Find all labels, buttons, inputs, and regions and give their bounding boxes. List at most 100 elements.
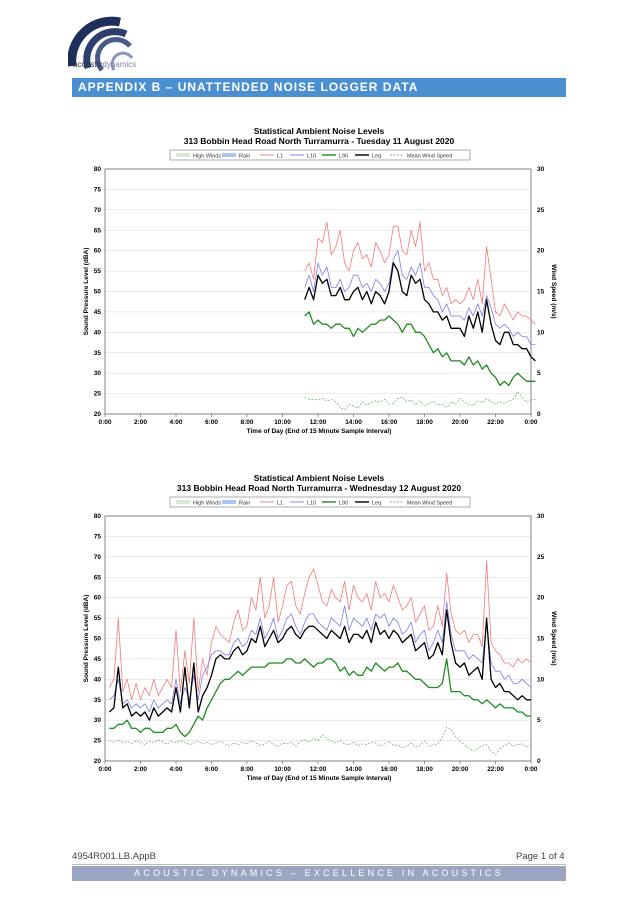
chart2-y-tick-label: 25 (94, 738, 102, 745)
chart1-x-tick-label: 2:00 (134, 419, 147, 426)
chart1-series-l1 (304, 221, 536, 325)
chart2-x-tick-label: 4:00 (169, 766, 182, 773)
chart1-x-tick-label: 0:00 (98, 419, 111, 426)
chart2-series-l1 (109, 560, 532, 701)
chart2-y2-tick-label: 0 (537, 758, 541, 765)
chart1-x-tick-label: 8:00 (240, 419, 253, 426)
chart2-legend-swatch (176, 500, 190, 504)
chart2-x-tick-label: 18:00 (416, 766, 433, 773)
chart2-x-axis-title: Time of Day (End of 15 Minute Sample Int… (247, 775, 392, 782)
chart2-x-tick-label: 0:00 (524, 766, 537, 773)
chart1-y2-tick-label: 25 (537, 207, 545, 214)
chart1-legend-swatch (222, 153, 236, 157)
chart2-legend-label: L10 (307, 501, 316, 507)
chart1-x-tick-label: 12:00 (310, 419, 327, 426)
chart1-y2-tick-label: 0 (537, 411, 541, 418)
chart1-plot-frame (104, 168, 532, 415)
chart2-y-tick-label: 65 (94, 574, 102, 581)
chart1-x-tick-label: 4:00 (169, 419, 182, 426)
chart2-y-tick-label: 50 (94, 636, 102, 643)
chart1-series-l90 (304, 311, 536, 387)
chart1-y-tick-label: 75 (94, 186, 102, 193)
chart2-series-l90 (109, 658, 531, 738)
chart1-series-l10 (304, 250, 536, 346)
chart1-y-tick-label: 45 (94, 309, 102, 316)
chart2-legend-label: L90 (339, 501, 348, 507)
chart1-x-tick-label: 18:00 (416, 419, 433, 426)
chart2-y-tick-label: 60 (94, 595, 102, 602)
chart1-legend-label: Leq (372, 154, 381, 160)
chart1-y2-tick-label: 5 (537, 370, 541, 377)
chart1-y-axis-title: Sound Pressure Level (dBA) (83, 248, 90, 336)
chart1-y-tick-label: 40 (94, 329, 102, 336)
chart1-title: Statistical Ambient Noise Levels (254, 126, 385, 136)
chart2-legend-swatch (222, 500, 236, 504)
chart2-series-l10 (109, 601, 532, 713)
logo-wordmark: acousticdynamics (73, 60, 137, 69)
chart2-x-tick-label: 10:00 (274, 766, 291, 773)
chart1-x-tick-label: 14:00 (345, 419, 362, 426)
chart1-y-tick-label: 50 (94, 289, 102, 296)
chart1-y-tick-label: 80 (94, 166, 102, 173)
chart2-series-leq (108, 609, 531, 721)
chart1-y2-axis-title: Wind Speed (m/s) (550, 264, 557, 318)
chart2-y2-tick-label: 10 (537, 676, 545, 683)
chart2-legend-label: Mean Wind Speed (407, 501, 452, 507)
chart2-x-tick-label: 8:00 (240, 766, 253, 773)
chart1-y2-tick-label: 20 (537, 248, 545, 255)
chart2-x-tick-label: 20:00 (452, 766, 469, 773)
chart1-y2-tick-label: 30 (537, 166, 545, 173)
chart2-y2-axis-title: Wind Speed (m/s) (550, 611, 557, 665)
chart2-x-tick-label: 14:00 (345, 766, 362, 773)
chart2-x-tick-label: 22:00 (487, 766, 504, 773)
chart2-y-tick-label: 80 (94, 513, 102, 520)
chart2-y-tick-label: 75 (94, 533, 102, 540)
chart1-series-mean-wind-speed (304, 390, 536, 411)
footer-divider (72, 864, 566, 865)
chart1-y-tick-label: 25 (94, 391, 102, 398)
chart1-legend-label: Rain (239, 154, 250, 160)
chart1-y-tick-label: 60 (94, 248, 102, 255)
chart2-y-axis-title: Sound Pressure Level (dBA) (83, 595, 90, 683)
chart1-x-tick-label: 6:00 (205, 419, 218, 426)
chart1-subtitle: 313 Bobbin Head Road North Turramurra - … (184, 136, 455, 146)
chart1-x-axis-title: Time of Day (End of 15 Minute Sample Int… (247, 428, 392, 435)
appendix-banner: APPENDIX B – UNATTENDED NOISE LOGGER DAT… (72, 78, 566, 97)
chart2-x-tick-label: 2:00 (134, 766, 147, 773)
chart2-legend-label: Leq (372, 501, 381, 507)
page-number: Page 1 of 4 (516, 851, 565, 862)
chart1-legend-swatch (176, 153, 190, 157)
chart1-legend-label: L10 (307, 154, 316, 160)
chart1-x-tick-label: 16:00 (381, 419, 398, 426)
chart1-legend-label: L1 (277, 154, 283, 160)
chart1-legend-label: High Winds (193, 154, 221, 160)
chart2-y-tick-label: 70 (94, 554, 102, 561)
chart2-y-tick-label: 55 (94, 615, 102, 622)
chart2-y2-tick-label: 30 (537, 513, 545, 520)
document-reference: 4954R001.LB.AppB (72, 851, 156, 862)
chart2-y2-tick-label: 20 (537, 595, 545, 602)
chart2-y2-tick-label: 15 (537, 636, 545, 643)
chart1-x-tick-label: 20:00 (452, 419, 469, 426)
chart2-y2-tick-label: 5 (537, 717, 541, 724)
chart2-legend-label: Rain (239, 501, 250, 507)
chart1-y-tick-label: 70 (94, 207, 102, 214)
chart1-legend-box (169, 149, 471, 161)
chart1-y-tick-label: 35 (94, 350, 102, 357)
company-logo (68, 16, 134, 72)
chart2-y-tick-label: 30 (94, 717, 102, 724)
chart1-y-tick-label: 55 (94, 268, 102, 275)
chart2-subtitle: 313 Bobbin Head Road North Turramurra - … (177, 483, 461, 493)
chart2-series-mean-wind-speed (109, 726, 532, 755)
chart2-x-tick-label: 12:00 (310, 766, 327, 773)
chart2-legend-box (169, 496, 471, 508)
chart1-series-leq (304, 262, 536, 362)
chart1-legend-label: L90 (339, 154, 348, 160)
chart2-title: Statistical Ambient Noise Levels (254, 473, 385, 483)
chart2-x-tick-label: 6:00 (205, 766, 218, 773)
chart2-legend-label: L1 (277, 501, 283, 507)
chart1-y2-tick-label: 15 (537, 289, 545, 296)
chart2-y-tick-label: 20 (94, 758, 102, 765)
